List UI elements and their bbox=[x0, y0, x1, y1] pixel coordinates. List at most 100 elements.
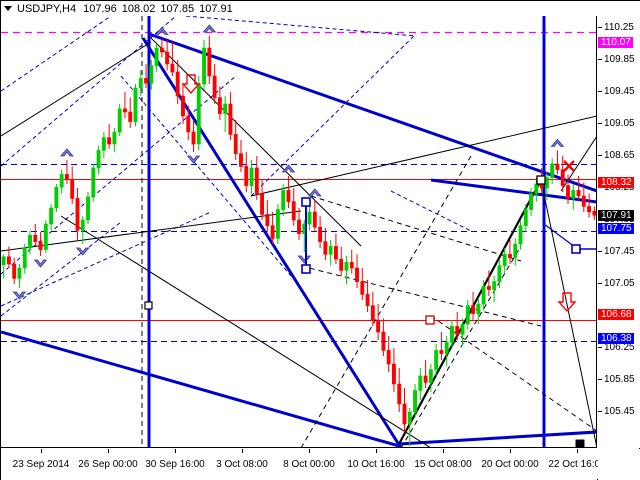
candle-body bbox=[212, 75, 217, 98]
candle-body bbox=[460, 323, 465, 335]
price-tick: 109.45 bbox=[598, 87, 635, 97]
black-trend-1[interactable] bbox=[1, 41, 152, 137]
candle-body bbox=[207, 47, 212, 77]
measure-handle-bottom[interactable] bbox=[301, 264, 311, 274]
tick-dash bbox=[598, 58, 602, 60]
candle-body bbox=[587, 206, 592, 213]
trendline-down-steep[interactable] bbox=[141, 37, 403, 448]
price-tick: 106.25 bbox=[598, 343, 635, 353]
fractal-up-icon bbox=[282, 164, 295, 173]
fractal-down-icon bbox=[76, 247, 90, 256]
candle-body bbox=[418, 375, 423, 391]
candle-body bbox=[407, 411, 412, 425]
black-trend-impulse[interactable] bbox=[398, 179, 542, 445]
support-106-68[interactable]: 106.68 bbox=[598, 308, 634, 320]
level-110-07[interactable]: 110.07 bbox=[598, 37, 633, 49]
black-trend-3[interactable] bbox=[1, 210, 302, 252]
level-107-75[interactable]: 107.75 bbox=[598, 223, 634, 234]
dashed-channel-1 bbox=[1, 16, 112, 92]
anchor-handle-mid[interactable] bbox=[144, 301, 153, 310]
time-tick-mark bbox=[577, 449, 578, 453]
time-tick-mark bbox=[108, 449, 109, 453]
candle-body bbox=[12, 263, 17, 279]
candle-body bbox=[333, 246, 338, 260]
candle-body bbox=[349, 262, 354, 269]
quote-open: 107.96 bbox=[83, 2, 117, 15]
time-tick-mark bbox=[175, 449, 176, 453]
candle-body bbox=[138, 78, 143, 89]
time-tick-label: 3 Oct 08:00 bbox=[216, 459, 268, 470]
candle-body bbox=[339, 258, 344, 271]
candle-body bbox=[291, 201, 296, 221]
fractal-down-icon bbox=[187, 155, 200, 164]
time-tick-label: 20 Oct 00:00 bbox=[481, 459, 539, 470]
price-tick-label: 110.25 bbox=[604, 22, 634, 33]
candle-body bbox=[529, 193, 534, 210]
chevron-down-icon[interactable] bbox=[4, 6, 12, 11]
candle-body bbox=[486, 286, 491, 290]
anchor-handle-high[interactable] bbox=[536, 175, 546, 185]
level-106-38[interactable]: 106.38 bbox=[598, 332, 634, 344]
black-forecast-down[interactable] bbox=[540, 179, 597, 448]
candle-body bbox=[476, 303, 481, 314]
candle-body bbox=[228, 103, 233, 135]
price-tick-label: 107.05 bbox=[604, 278, 635, 289]
black-trendlines[interactable] bbox=[1, 35, 597, 448]
candle-body bbox=[202, 47, 206, 85]
candle-body bbox=[181, 95, 185, 117]
candle-body bbox=[566, 185, 570, 199]
black-trend-dashed-3 bbox=[310, 195, 522, 262]
candle-body bbox=[254, 167, 259, 194]
time-tick-mark bbox=[242, 449, 243, 453]
time-tick-label: 30 Sep 16:00 bbox=[145, 459, 205, 470]
candle-body bbox=[392, 363, 396, 385]
fractal-markers bbox=[13, 24, 564, 300]
measure-handle-top[interactable] bbox=[301, 197, 311, 207]
candle-body bbox=[275, 209, 280, 239]
sell-arrow-1-icon bbox=[181, 74, 201, 95]
candle-body bbox=[581, 195, 586, 207]
time-tick-mark bbox=[41, 449, 42, 453]
resistance-108-32[interactable]: 108.32 bbox=[598, 177, 634, 189]
axis-corner: 105.05 bbox=[598, 449, 640, 480]
blue-trendlines[interactable] bbox=[1, 32, 597, 448]
black-trend-6[interactable] bbox=[560, 136, 597, 192]
candle-body bbox=[249, 167, 254, 186]
chart-plot-area[interactable]: RoboForex - MetaTrader 4, © 2001-2014, M… bbox=[1, 16, 597, 448]
candle-body bbox=[260, 193, 265, 215]
trendline-lower-right[interactable] bbox=[398, 430, 597, 446]
time-tick-mark bbox=[443, 449, 444, 453]
measure-objects[interactable] bbox=[144, 175, 597, 448]
chart-canvas bbox=[1, 16, 597, 448]
tick-dash bbox=[598, 410, 602, 412]
anchor-handle-support[interactable] bbox=[425, 315, 435, 325]
black-trend-dashed-2 bbox=[401, 245, 522, 447]
black-trend-2[interactable] bbox=[148, 35, 362, 247]
time-axis[interactable]: 23 Sep 2014 26 Sep 00:00 30 Sep 16:00 3 Oct… bbox=[1, 449, 606, 480]
candle-body bbox=[117, 108, 122, 133]
black-trend-5[interactable] bbox=[60, 215, 431, 448]
candle-body bbox=[481, 286, 486, 305]
tick-dash bbox=[598, 122, 602, 124]
candle-body bbox=[386, 350, 391, 365]
candle-body bbox=[170, 63, 175, 73]
candle-body bbox=[59, 174, 64, 188]
trendline-down-major[interactable] bbox=[148, 32, 597, 193]
time-tick-label: 10 Oct 16:00 bbox=[347, 459, 405, 470]
candle-body bbox=[64, 174, 69, 180]
symbol-period-label: USDJPY,H4 bbox=[17, 2, 77, 15]
black-trend-4[interactable] bbox=[250, 115, 597, 197]
candle-body bbox=[217, 97, 222, 114]
measure-handle-right[interactable] bbox=[571, 244, 581, 254]
trendline-lower-left[interactable] bbox=[1, 330, 400, 447]
time-tick-mark bbox=[309, 449, 310, 453]
chart-titlebar: USDJPY,H4 107.96 108.02 107.85 107.91 bbox=[1, 1, 640, 16]
price-axis[interactable]: 105.45105.85106.25106.65107.05107.45107.… bbox=[598, 16, 640, 448]
candle-body bbox=[28, 234, 32, 249]
fractal-up-icon bbox=[155, 26, 169, 35]
tick-dash bbox=[598, 346, 602, 348]
anchor-handle-bottom[interactable] bbox=[575, 439, 585, 448]
candle-body bbox=[576, 190, 581, 197]
current-price-107-91[interactable]: 107.91 bbox=[598, 210, 634, 222]
candle-body bbox=[365, 294, 370, 306]
